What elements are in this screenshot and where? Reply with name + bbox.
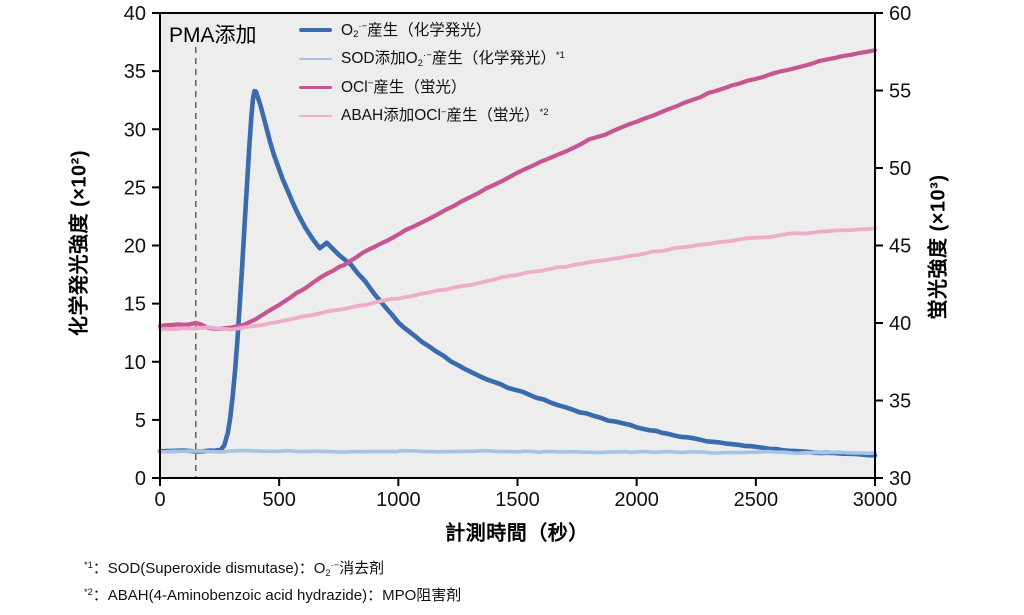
legend-swatch-0 bbox=[299, 28, 332, 33]
pma-annotation-label: PMA添加 bbox=[169, 24, 257, 47]
legend-swatch-3 bbox=[299, 114, 332, 117]
footnotes: *1：SOD(Superoxide dismutase)：O2·−消去剤 *2：A… bbox=[84, 556, 461, 609]
legend-label-0: O2·−産生（化学発光） bbox=[341, 21, 492, 41]
x-tick-label: 3000 bbox=[853, 489, 898, 511]
y-right-tick-label: 60 bbox=[889, 3, 911, 25]
legend-item-1: SOD添加O2·−産生（化学発光）*1 bbox=[299, 45, 565, 74]
y-right-tick-label: 45 bbox=[889, 236, 911, 258]
y-axis-left-label: 化学発光強度 (×10²) bbox=[68, 150, 91, 336]
y-left-tick-label: 10 bbox=[124, 352, 146, 374]
curve-3 bbox=[158, 226, 877, 332]
y-left-tick-label: 30 bbox=[124, 119, 146, 141]
legend-label-1: SOD添加O2·−産生（化学発光）*1 bbox=[341, 49, 565, 69]
y-left-tick-label: 35 bbox=[124, 61, 146, 83]
y-left-tick-label: 20 bbox=[124, 236, 146, 258]
y-left-tick-label: 0 bbox=[135, 468, 146, 490]
y-right-tick-label: 30 bbox=[889, 468, 911, 490]
legend-swatch-2 bbox=[299, 85, 332, 89]
y-left-tick-label: 40 bbox=[124, 3, 146, 25]
legend-item-2: OCl−産生（蛍光） bbox=[299, 73, 565, 102]
x-tick-label: 2000 bbox=[614, 489, 659, 511]
x-tick-label: 2500 bbox=[734, 489, 779, 511]
y-axis-right-label: 蛍光強度 (×10³) bbox=[927, 174, 950, 320]
x-tick-label: 1500 bbox=[495, 489, 540, 511]
legend-swatch-1 bbox=[299, 57, 332, 60]
legend-item-0: O2·−産生（化学発光） bbox=[299, 16, 565, 45]
plot-background bbox=[160, 13, 875, 478]
footnote-2: *2：ABAH(4-Aminobenzoic acid hydrazide)：M… bbox=[84, 586, 462, 604]
legend-label-3: ABAH添加OCl−産生（蛍光）*2 bbox=[341, 106, 549, 124]
legend-label-2: OCl−産生（蛍光） bbox=[341, 78, 467, 96]
legend-item-3: ABAH添加OCl−産生（蛍光）*2 bbox=[299, 102, 565, 131]
y-right-tick-label: 35 bbox=[889, 391, 911, 413]
legend: O2·−産生（化学発光） SOD添加O2·−産生（化学発光）*1 OCl−産生（蛍光… bbox=[299, 16, 565, 130]
y-left-tick-label: 15 bbox=[124, 294, 146, 316]
y-right-tick-label: 50 bbox=[889, 158, 911, 180]
x-axis-label: 計測時間（秒） bbox=[445, 522, 589, 545]
y-right-tick-label: 40 bbox=[889, 313, 911, 335]
curve-2 bbox=[157, 48, 878, 331]
x-tick-label: 1000 bbox=[376, 489, 421, 511]
curve-0 bbox=[157, 88, 878, 458]
x-tick-label: 500 bbox=[262, 489, 295, 511]
footnote-1: *1：SOD(Superoxide dismutase)：O2·−消去剤 bbox=[84, 559, 385, 578]
y-left-tick-label: 5 bbox=[135, 410, 146, 432]
y-left-tick-label: 25 bbox=[124, 177, 146, 199]
x-tick-label: 0 bbox=[154, 489, 165, 511]
y-right-tick-label: 55 bbox=[889, 81, 911, 103]
curve-1 bbox=[158, 448, 877, 456]
